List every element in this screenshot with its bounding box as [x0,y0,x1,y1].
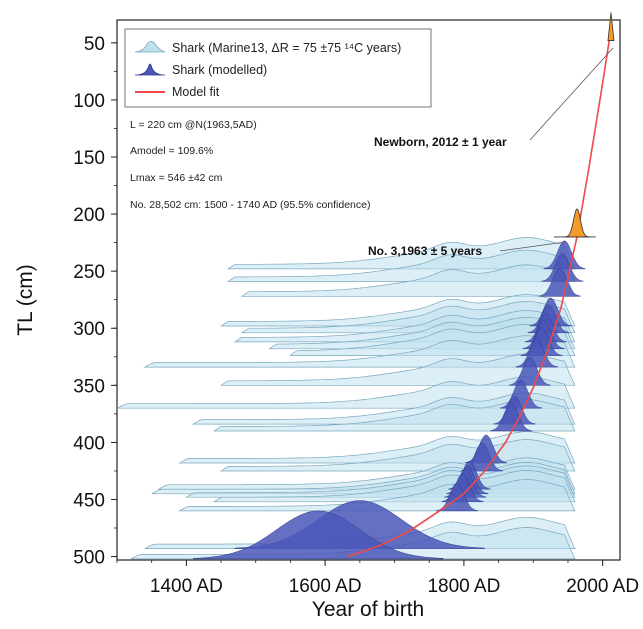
y-tick-label: 200 [73,205,105,226]
y-axis: 50 100 150 200 250 300 350 400 450 500 [73,34,117,569]
legend-calibrated-swatch [134,41,166,53]
modelled-density-259 [541,253,584,282]
y-tick-label: 100 [73,91,105,112]
modelled-density-272 [538,268,581,297]
legend-modelled-swatch [134,63,166,76]
info-line-amodel: Amodel = 109.6% [130,145,213,157]
y-tick-label: 400 [73,433,105,454]
x-axis: 1400 AD 1600 AD 1800 AD 2000 AD [116,560,639,597]
info-line-l: L = 220 cm @N(1963,5AD) [130,119,257,131]
y-tick-label: 50 [84,34,105,55]
no3-peak [564,208,590,238]
model-fit-line [347,28,612,558]
info-line-no28502: No. 28,502 cm: 1500 - 1740 AD (95.5% con… [130,199,370,211]
legend-fit-label: Model fit [172,85,220,99]
newborn-pointer [529,47,614,141]
legend-calibrated-label: Shark (Marine13, ΔR = 75 ±75 ¹⁴C years) [172,41,401,55]
x-tick-label: 1800 AD [427,576,500,597]
no3-annotation: No. 3,1963 ± 5 years [368,244,482,258]
modelled-density-502 [193,510,444,560]
modelled-densities [193,240,586,560]
calibrated-density-272 [240,264,576,297]
calibrated-density-460 [178,479,576,512]
legend-box [124,28,432,108]
modelled-density-350 [508,357,551,386]
y-tick-label: 150 [73,148,105,169]
x-tick-label: 1400 AD [150,576,223,597]
x-tick-label: 1600 AD [289,576,362,597]
modelled-density-390 [490,402,533,432]
no3-pointer [499,241,566,252]
y-tick-label: 500 [73,548,105,569]
y-tick-label: 450 [73,490,105,511]
y-tick-label: 250 [73,262,105,283]
y-tick-label: 300 [73,319,105,340]
y-tick-label: 350 [73,376,105,397]
y-axis-label: TL (cm) [14,264,37,336]
newborn-annotation: Newborn, 2012 ± 1 year [374,135,507,149]
x-axis-label: Year of birth [312,598,424,621]
x-tick-label: 2000 AD [566,576,639,597]
model-fit-layer [347,28,612,558]
legend-modelled-label: Shark (modelled) [172,63,267,77]
special-points [554,12,615,238]
legend: Shark (Marine13, ΔR = 75 ±75 ¹⁴C years) … [124,28,432,108]
calibrated-density-334 [143,335,576,368]
modelled-density-460 [435,482,479,512]
info-line-lmax: Lmax = 546 ±42 cm [130,172,223,184]
calibrated-density-350 [219,353,576,386]
newborn-peak [607,12,615,41]
